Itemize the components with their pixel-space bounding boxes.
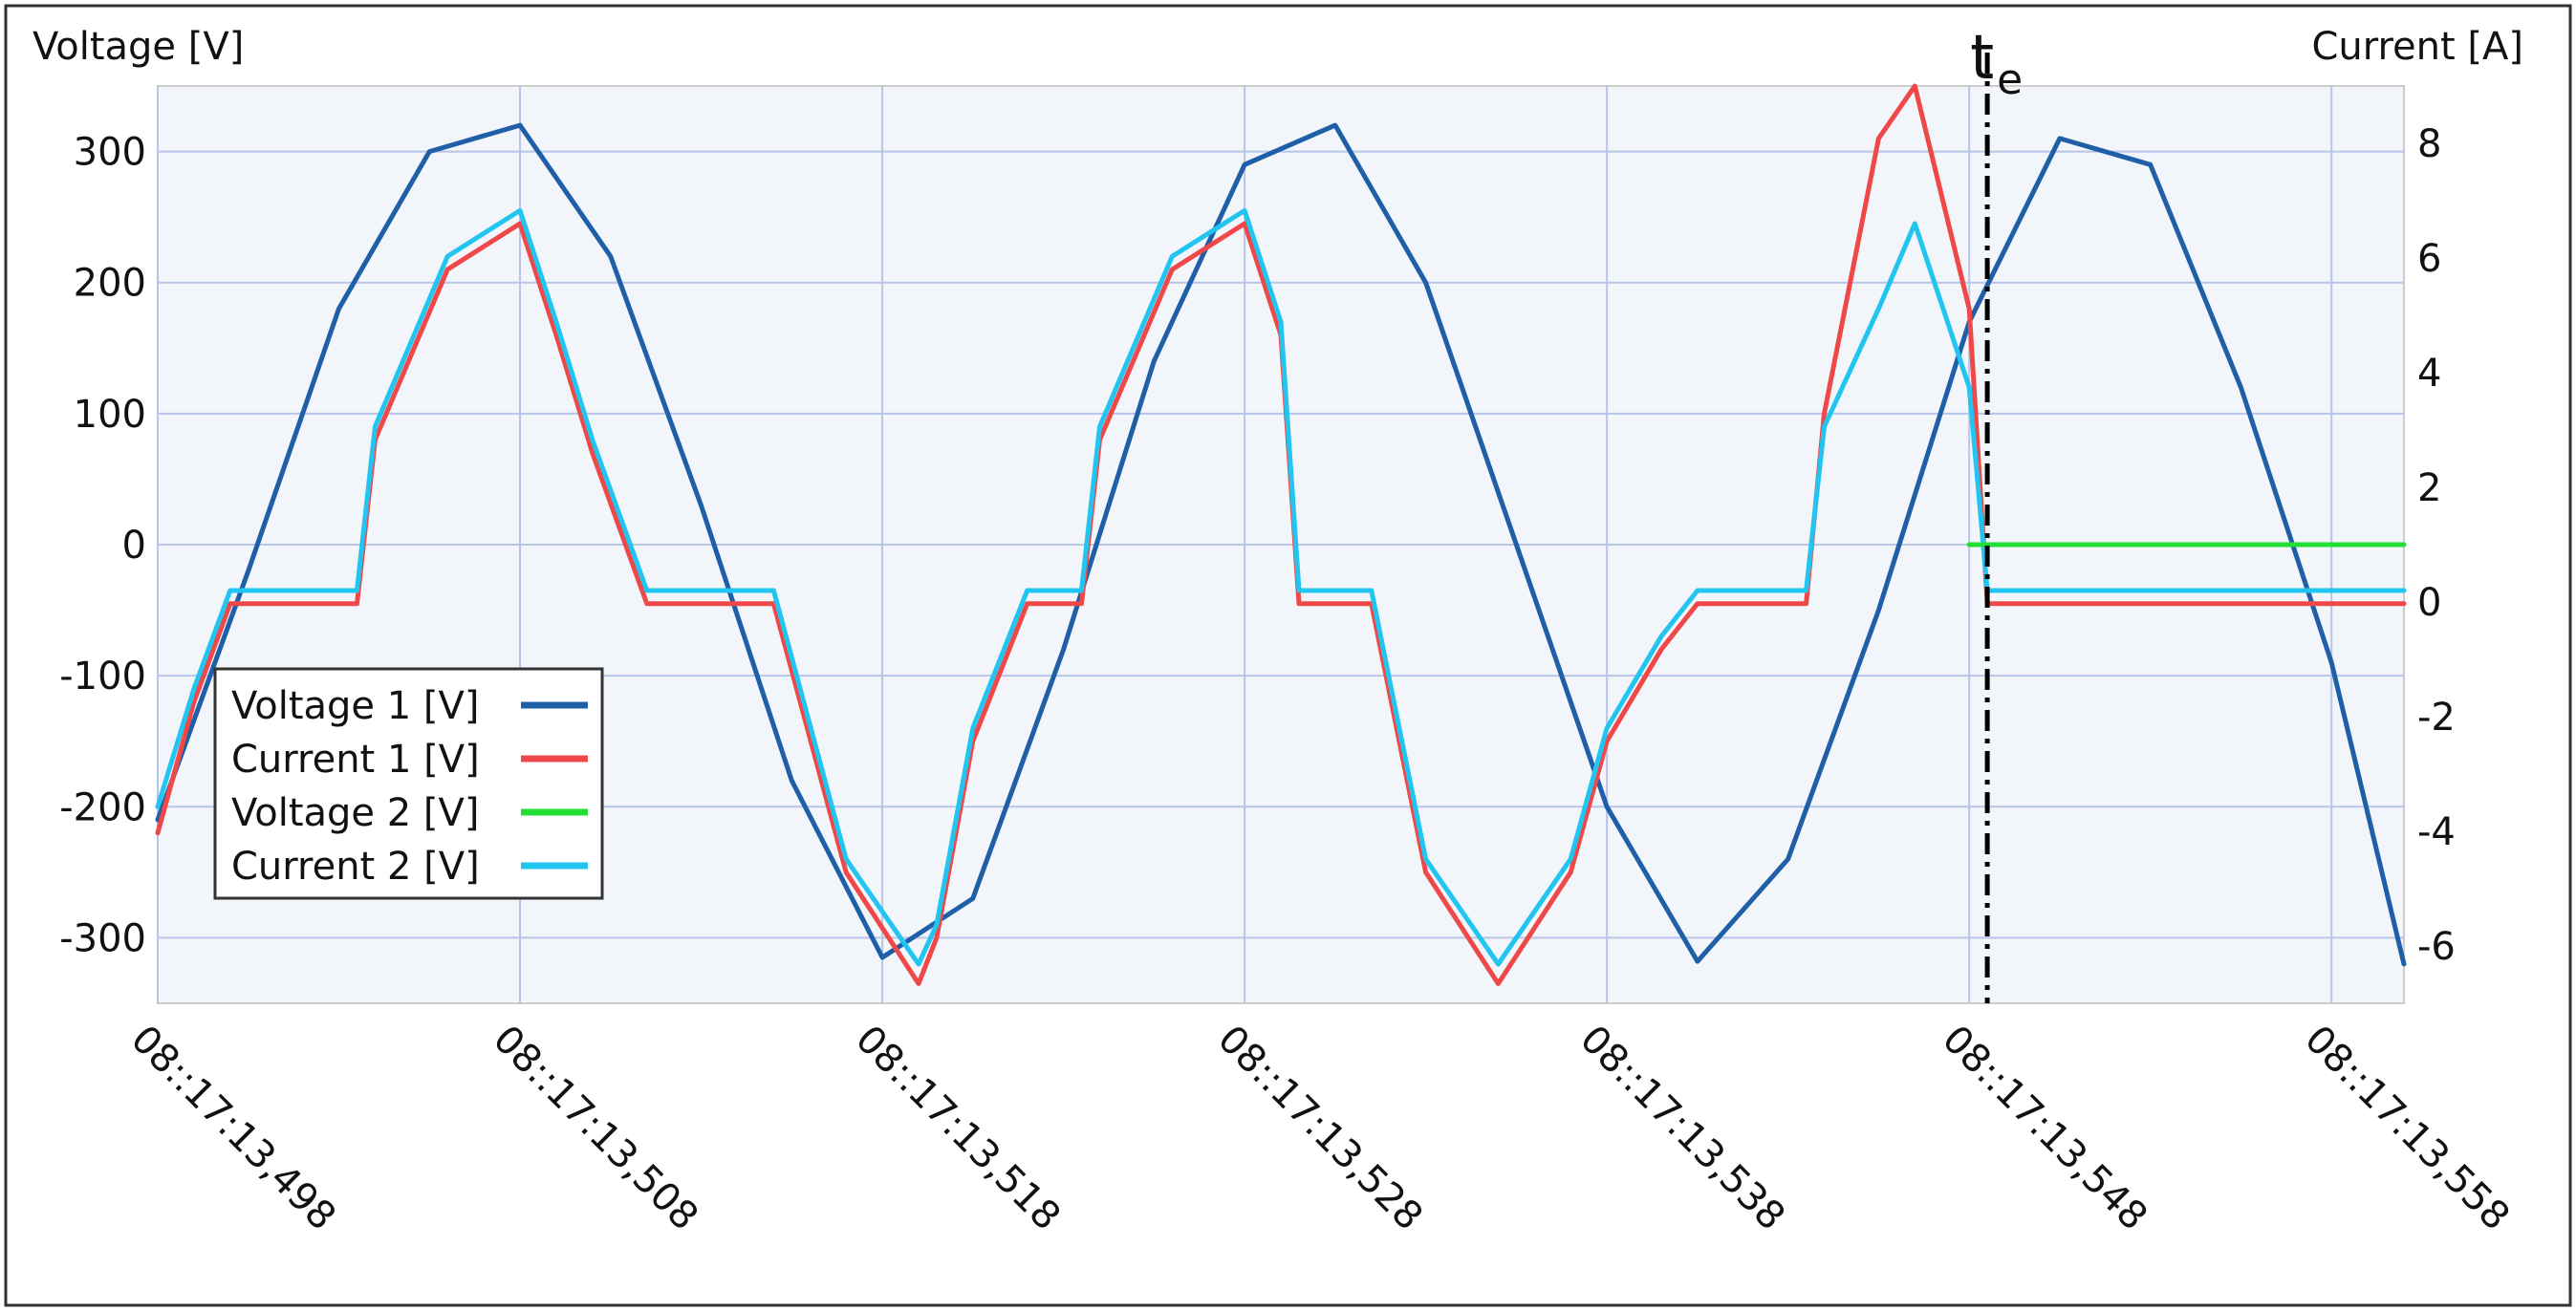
y-right-tick-label: -4 <box>2417 810 2456 854</box>
y-right-tick-label: 2 <box>2417 466 2441 510</box>
y-right-tick-label: -6 <box>2417 925 2456 969</box>
y-right-tick-label: 6 <box>2417 237 2441 281</box>
y-axis-left: 300 200 100 0 -100 -200 -300 <box>59 131 146 961</box>
y-right-tick-label: 4 <box>2417 352 2441 396</box>
y-left-tick-label: -100 <box>59 655 146 698</box>
y-left-tick-label: 300 <box>74 131 146 175</box>
event-marker-subscript: e <box>1997 55 2023 104</box>
y-left-tick-label: -200 <box>59 785 146 829</box>
y-left-tick-label: -300 <box>59 916 146 960</box>
y-right-tick-label: 8 <box>2417 122 2441 166</box>
legend-label: Current 2 [V] <box>231 845 480 889</box>
y-right-tick-label: -2 <box>2417 696 2456 740</box>
y-left-tick-label: 100 <box>74 393 146 437</box>
series-line-4 <box>155 207 2407 967</box>
y-axis-right: 8 6 4 2 0 -2 -4 -6 <box>2417 122 2456 969</box>
y-left-tick-label: 0 <box>122 524 146 568</box>
series-layer <box>155 83 2407 986</box>
y-axis-right-title: Current [A] <box>2311 25 2523 69</box>
legend-label: Voltage 2 [V] <box>231 791 480 835</box>
series-line-1 <box>155 122 2407 967</box>
event-marker-label: t <box>1970 23 1994 94</box>
y-left-tick-label: 200 <box>74 262 146 306</box>
y-axis-left-title: Voltage [V] <box>32 25 244 69</box>
series-line-2 <box>155 83 2407 986</box>
legend: Voltage 1 [V] Current 1 [V] Voltage 2 [V] C… <box>213 667 604 900</box>
legend-label: Current 1 [V] <box>231 738 480 782</box>
y-right-tick-label: 0 <box>2417 581 2441 625</box>
legend-label: Voltage 1 [V] <box>231 684 480 728</box>
